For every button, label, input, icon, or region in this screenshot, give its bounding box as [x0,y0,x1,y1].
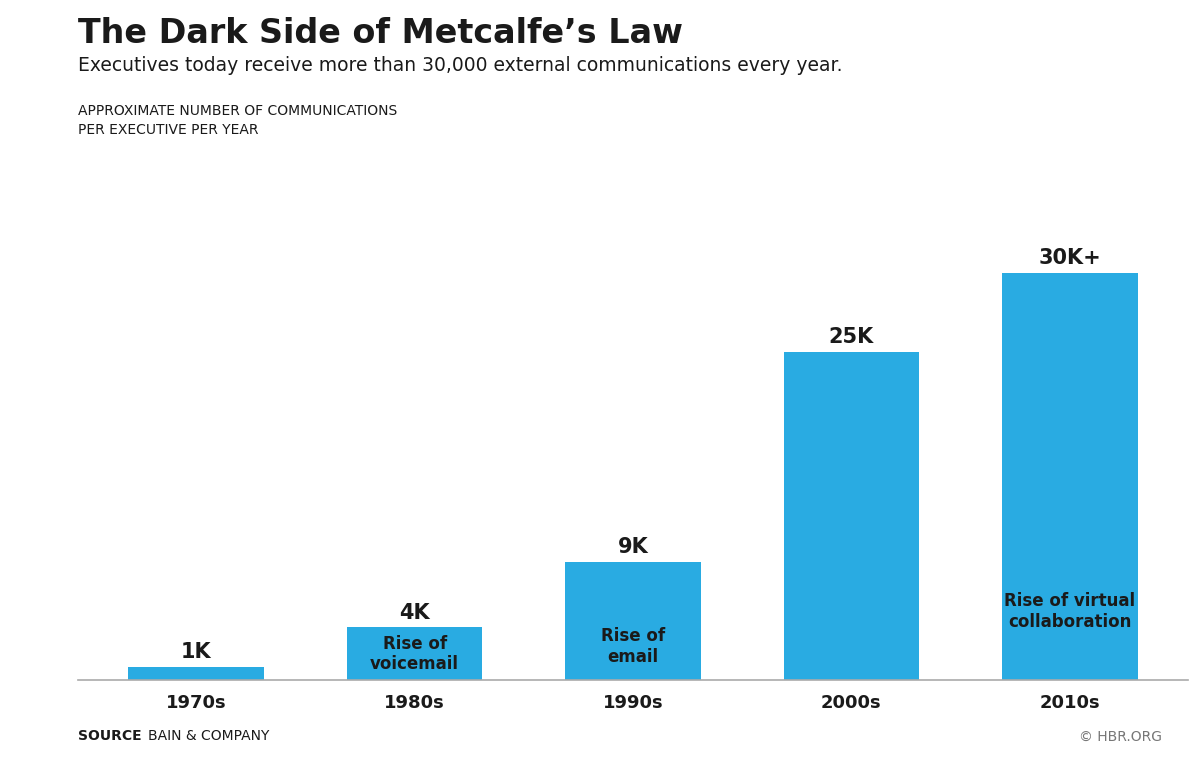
Text: 25K: 25K [829,327,874,347]
Text: Rise of
email: Rise of email [601,627,665,666]
Text: SOURCE: SOURCE [78,730,142,743]
Text: 1K: 1K [181,642,211,662]
Text: 4K: 4K [400,603,430,623]
Text: 9K: 9K [618,537,648,557]
Bar [347,627,482,680]
Bar [1002,273,1138,680]
Text: BAIN & COMPANY: BAIN & COMPANY [148,730,269,743]
Text: © HBR.ORG: © HBR.ORG [1079,730,1162,743]
Text: Rise of virtual
collaboration: Rise of virtual collaboration [1004,592,1135,631]
Text: Executives today receive more than 30,000 external communications every year.: Executives today receive more than 30,00… [78,56,842,75]
Text: Rise of
voicemail: Rise of voicemail [370,634,460,674]
Bar [784,352,919,680]
Bar [128,667,264,680]
Bar [565,561,701,680]
Text: 30K+: 30K+ [1038,248,1102,268]
Text: APPROXIMATE NUMBER OF COMMUNICATIONS
PER EXECUTIVE PER YEAR: APPROXIMATE NUMBER OF COMMUNICATIONS PER… [78,104,397,137]
Text: The Dark Side of Metcalfe’s Law: The Dark Side of Metcalfe’s Law [78,17,683,50]
